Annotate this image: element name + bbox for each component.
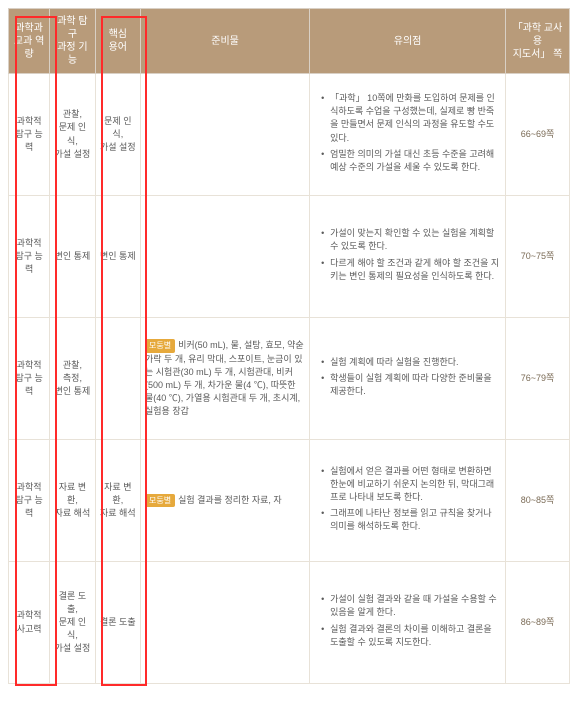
cell-competency: 과학적탐구 능력 [9,74,50,196]
cell-prep [141,74,310,196]
cell-competency: 과학적탐구 능력 [9,318,50,440]
prep-tag: 모둠별 [145,494,175,508]
cell-notes: 실험에서 얻은 결과를 어떤 형태로 변환하면 한눈에 비교하기 쉬운지 논의한… [310,440,506,562]
note-item: 그래프에 나타난 정보를 읽고 규칙을 찾거나 의미를 해석하도록 한다. [324,507,501,533]
note-item: 학생들이 실험 계획에 따라 다양한 준비물을 제공한다. [324,372,501,398]
cell-process: 관찰,문제 인식,가설 설정 [50,74,95,196]
cell-term: 변인 통제 [95,196,140,318]
cell-prep [141,196,310,318]
notes-list: 실험 계획에 따라 실험을 진행한다. 학생들이 실험 계획에 따라 다양한 준비… [314,356,501,398]
cell-notes: 가설이 맞는지 확인할 수 있는 실험을 계획할 수 있도록 한다. 다르게 해야… [310,196,506,318]
note-item: 「과학」 10쪽에 만화를 도입하여 문제를 인식하도록 수업을 구성했는데, … [324,92,501,144]
cell-process: 자료 변환,자료 해석 [50,440,95,562]
curriculum-table: 과학과교과 역량 과학 탐구과정 기능 핵심용어 준비물 유의점 「과학 교사용… [8,8,570,684]
prep-text: 실험 결과를 정리한 자료, 자 [178,495,282,505]
cell-competency: 과학적탐구 능력 [9,196,50,318]
note-item: 실험 계획에 따라 실험을 진행한다. [324,356,501,369]
table-row: 과학적탐구 능력자료 변환,자료 해석자료 변환,자료 해석모둠별실험 결과를 … [9,440,570,562]
cell-process: 관찰,측정,변인 통제 [50,318,95,440]
cell-term [95,318,140,440]
notes-list: 가설이 실험 결과와 같을 때 가설을 수용할 수 있음을 알게 한다. 실험 결… [314,593,501,648]
cell-process: 변인 통제 [50,196,95,318]
prep-tag: 모둠별 [145,339,175,353]
table-wrap: 과학과교과 역량 과학 탐구과정 기능 핵심용어 준비물 유의점 「과학 교사용… [8,8,570,684]
cell-competency: 과학적탐구 능력 [9,440,50,562]
cell-term: 문제 인식,가설 설정 [95,74,140,196]
table-row: 과학적탐구 능력관찰,측정,변인 통제 모둠별비커(50 mL), 물, 설탕, … [9,318,570,440]
cell-notes: 가설이 실험 결과와 같을 때 가설을 수용할 수 있음을 알게 한다. 실험 결… [310,562,506,684]
cell-prep [141,562,310,684]
note-item: 엄밀한 의미의 가설 대신 초등 수준을 고려해 예상 수준의 가설을 세울 수… [324,148,501,174]
cell-page: 76~79쪽 [506,318,570,440]
cell-term: 결론 도출 [95,562,140,684]
th-prep: 준비물 [141,9,310,74]
note-item: 실험 결과와 결론의 차이를 이해하고 결론을 도출할 수 있도록 지도한다. [324,623,501,649]
cell-page: 86~89쪽 [506,562,570,684]
th-notes: 유의점 [310,9,506,74]
th-competency: 과학과교과 역량 [9,9,50,74]
cell-prep: 모둠별비커(50 mL), 물, 설탕, 효모, 약숟가락 두 개, 유리 막대… [141,318,310,440]
cell-page: 66~69쪽 [506,74,570,196]
table-row: 과학적탐구 능력변인 통제변인 통제가설이 맞는지 확인할 수 있는 실험을 계… [9,196,570,318]
note-item: 실험에서 얻은 결과를 어떤 형태로 변환하면 한눈에 비교하기 쉬운지 논의한… [324,465,501,504]
note-item: 가설이 맞는지 확인할 수 있는 실험을 계획할 수 있도록 한다. [324,227,501,253]
table-row: 과학적탐구 능력관찰,문제 인식,가설 설정문제 인식,가설 설정 「과학」 10… [9,74,570,196]
cell-notes: 실험 계획에 따라 실험을 진행한다. 학생들이 실험 계획에 따라 다양한 준비… [310,318,506,440]
cell-term: 자료 변환,자료 해석 [95,440,140,562]
cell-prep: 모둠별실험 결과를 정리한 자료, 자 [141,440,310,562]
table-row: 과학적사고력결론 도출,문제 인식,가설 설정결론 도출 가설이 실험 결과와 같… [9,562,570,684]
cell-page: 70~75쪽 [506,196,570,318]
header-row: 과학과교과 역량 과학 탐구과정 기능 핵심용어 준비물 유의점 「과학 교사용… [9,9,570,74]
cell-notes: 「과학」 10쪽에 만화를 도입하여 문제를 인식하도록 수업을 구성했는데, … [310,74,506,196]
notes-list: 실험에서 얻은 결과를 어떤 형태로 변환하면 한눈에 비교하기 쉬운지 논의한… [314,465,501,533]
note-item: 다르게 해야 할 조건과 같게 해야 할 조건을 지키는 변인 통제의 필요성을… [324,257,501,283]
cell-page: 80~85쪽 [506,440,570,562]
notes-list: 「과학」 10쪽에 만화를 도입하여 문제를 인식하도록 수업을 구성했는데, … [314,92,501,173]
th-process: 과학 탐구과정 기능 [50,9,95,74]
th-page: 「과학 교사용지도서」 쪽 [506,9,570,74]
notes-list: 가설이 맞는지 확인할 수 있는 실험을 계획할 수 있도록 한다. 다르게 해야… [314,227,501,282]
note-item: 가설이 실험 결과와 같을 때 가설을 수용할 수 있음을 알게 한다. [324,593,501,619]
th-term: 핵심용어 [95,9,140,74]
cell-competency: 과학적사고력 [9,562,50,684]
cell-process: 결론 도출,문제 인식,가설 설정 [50,562,95,684]
